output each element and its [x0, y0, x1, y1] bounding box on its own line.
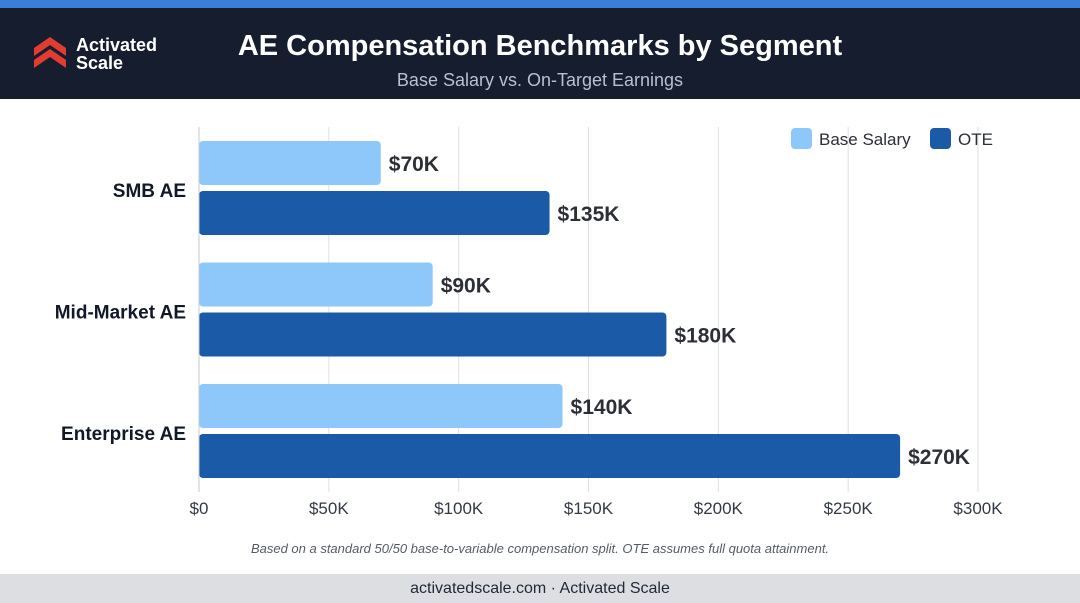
top-accent-strip [0, 0, 1080, 8]
bar-value-label: $70K [389, 153, 439, 176]
x-tick-label: $300K [953, 499, 1003, 518]
brand-name: Activated Scale [76, 36, 157, 72]
x-tick-label: $50K [309, 499, 349, 518]
footer-bar: activatedscale.com · Activated Scale [0, 574, 1080, 603]
bar-value-label: $135K [558, 203, 620, 226]
bar-chart: $0 $50K $100K $150K $200K $250K $300K $70K $135K… [55, 127, 1003, 518]
brand-name-line1: Activated [76, 35, 158, 55]
x-tick-label: $200K [694, 499, 744, 518]
y-category-label: Mid-Market AE [55, 303, 186, 324]
bar-ote [199, 434, 901, 478]
bar-base [199, 384, 563, 428]
bar-value-label: $270K [908, 446, 970, 469]
legend-swatch-base [791, 128, 812, 149]
y-category-label: SMB AE [113, 181, 186, 202]
footer-text: activatedscale.com · Activated Scale [410, 580, 670, 597]
x-tick-label: $150K [564, 499, 614, 518]
bar-base [199, 141, 381, 185]
page-subtitle: Base Salary vs. On-Target Earnings [396, 70, 684, 90]
brand-name-line2: Scale [76, 53, 124, 73]
brand-chevron-icon [34, 37, 66, 68]
legend-label: Base Salary [819, 130, 911, 149]
header-bar: Activated Scale AE Compensation Benchmar… [0, 8, 1080, 99]
bar-value-label: $180K [674, 325, 736, 348]
bar-value-label: $90K [441, 275, 491, 298]
x-tick-label: $250K [824, 499, 874, 518]
bar-ote [199, 191, 550, 235]
y-category-label: Enterprise AE [61, 424, 186, 445]
brand-logo: Activated Scale [34, 32, 184, 82]
x-tick-label: $0 [190, 499, 209, 518]
footnote: Based on a standard 50/50 base-to-variab… [250, 541, 830, 556]
bar-base [199, 262, 433, 307]
x-tick-label: $100K [434, 499, 484, 518]
page-title: AE Compensation Benchmarks by Segment [237, 30, 843, 62]
bar-value-label: $140K [571, 396, 633, 419]
bar-ote [199, 312, 667, 357]
legend-swatch-ote [930, 128, 951, 149]
legend-label: OTE [958, 130, 993, 149]
